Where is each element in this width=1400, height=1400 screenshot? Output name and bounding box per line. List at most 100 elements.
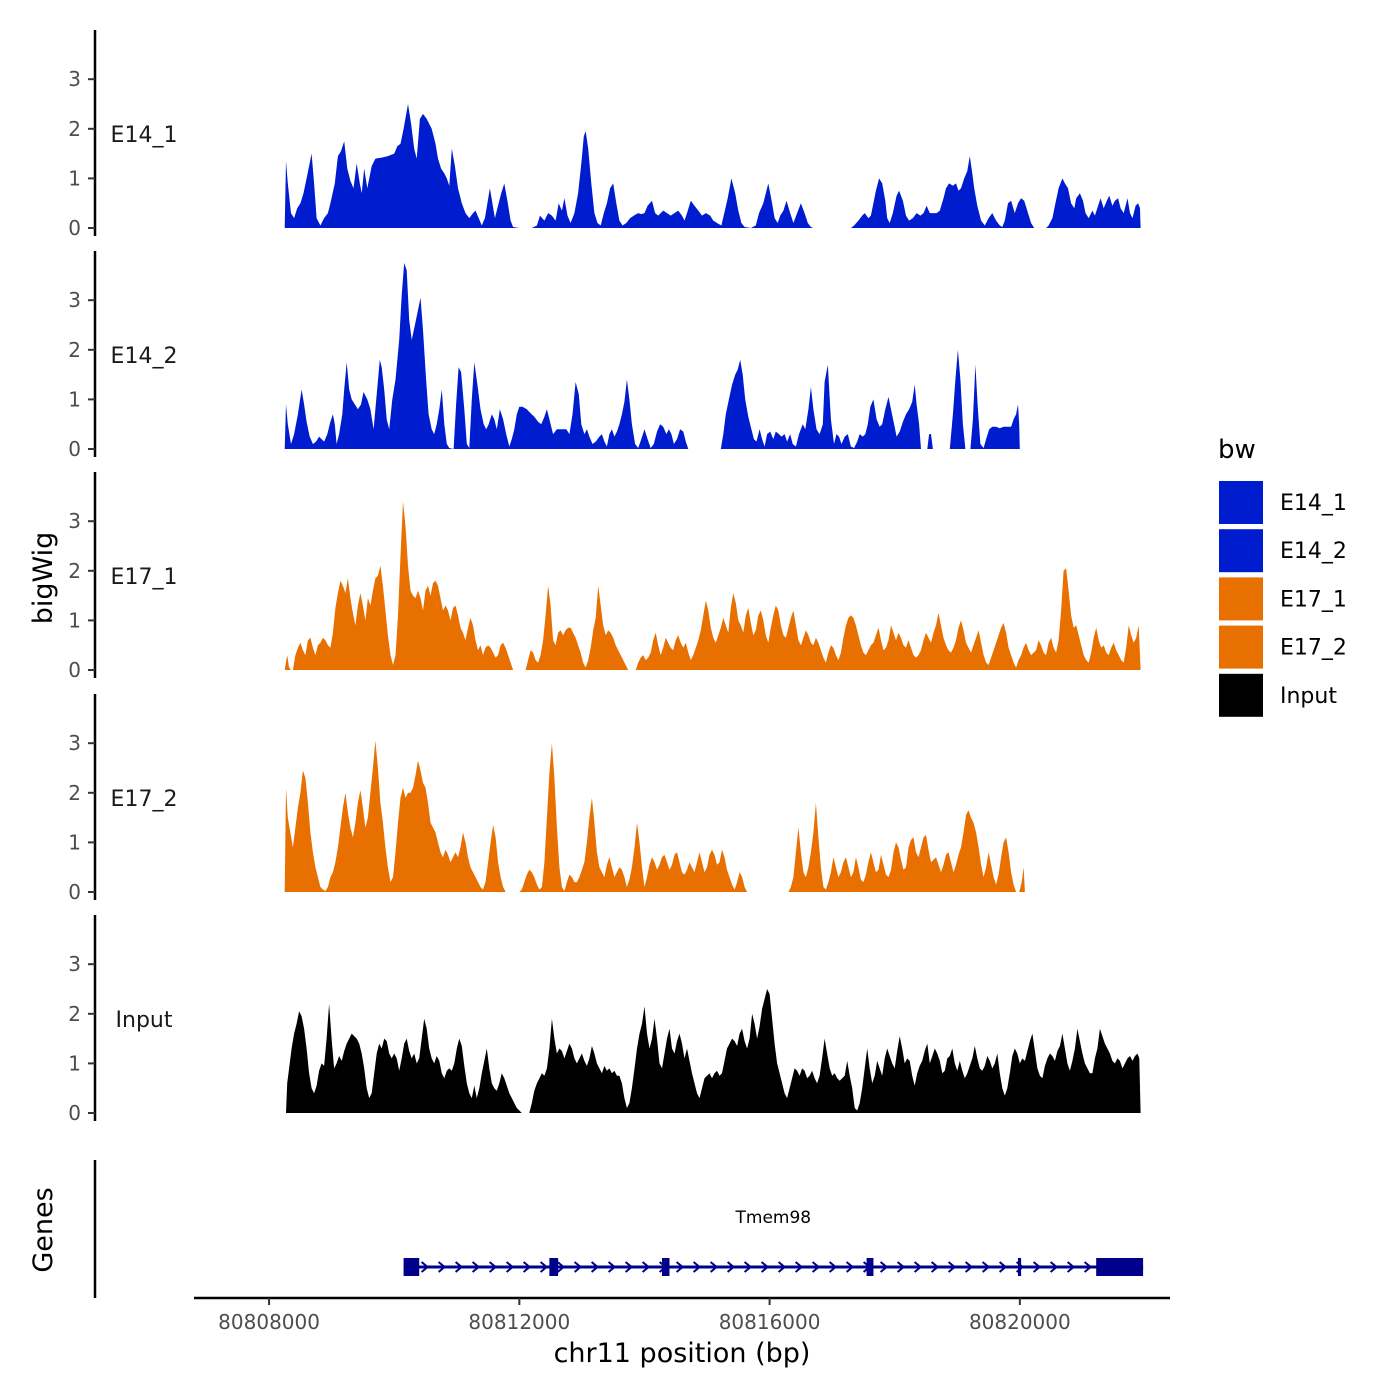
signal-area-Input (286, 989, 1141, 1113)
strand-arrow (1083, 1261, 1093, 1273)
gene-exon (549, 1258, 559, 1276)
legend: bw E14_1 E14_2 E17_1 E17_2 Input (1218, 435, 1347, 717)
signal-area-E17_2 (284, 740, 1025, 892)
y-axis-title: bigWig (28, 532, 59, 625)
legend-label: Input (1280, 684, 1337, 709)
strand-arrow (1032, 1261, 1042, 1273)
strand-arrow (692, 1261, 702, 1273)
strand-arrow (539, 1261, 549, 1273)
track-label-E17_1: E17_1 (111, 565, 178, 590)
track-label-E14_2: E14_2 (111, 344, 178, 369)
strand-arrow (709, 1261, 719, 1273)
strand-arrow (964, 1261, 974, 1273)
x-tick-label: 80808000 (218, 1310, 320, 1334)
strand-arrow (454, 1261, 464, 1273)
strand-arrow (420, 1261, 430, 1273)
strand-arrow (556, 1261, 566, 1273)
x-tick-label: 80816000 (719, 1310, 821, 1334)
gene-exon (1017, 1258, 1022, 1276)
strand-arrow (947, 1261, 957, 1273)
y-tick-label: 0 (68, 216, 81, 240)
gene-track: Tmem98 (93, 1160, 1144, 1298)
bigwig-tracks: 0 1 2 3 E14_1 0 1 2 3 E14_2 0 1 2 3 E17_1 0 1 2 3 E17_2 0 1 2 3… (68, 30, 1141, 1125)
y-tick-label: 3 (68, 952, 81, 976)
legend-item-E14_2: E14_2 (1219, 529, 1347, 573)
track-E17_2: 0 1 2 3 E17_2 (68, 694, 1025, 904)
y-tick-label: 1 (68, 830, 81, 854)
track-Input: 0 1 2 3 Input (68, 915, 1141, 1125)
strand-arrow (437, 1261, 447, 1273)
y-tick-label: 0 (68, 880, 81, 904)
legend-swatch (1219, 529, 1263, 573)
y-tick-label: 1 (68, 387, 81, 411)
legend-swatch (1219, 625, 1263, 669)
y-tick-label: 3 (68, 509, 81, 533)
y-tick-label: 0 (68, 437, 81, 461)
strand-arrow (896, 1261, 906, 1273)
legend-label: E17_2 (1280, 636, 1347, 661)
legend-item-Input: Input (1219, 673, 1337, 717)
strand-arrow (590, 1261, 600, 1273)
y-tick-label: 1 (68, 166, 81, 190)
gene-name-label: Tmem98 (735, 1208, 812, 1228)
track-label-Input: Input (116, 1008, 173, 1033)
strand-arrow (743, 1261, 753, 1273)
gene-exon (1096, 1258, 1144, 1276)
strand-arrow (624, 1261, 634, 1273)
y-tick-label: 3 (68, 288, 81, 312)
y-tick-label: 2 (68, 781, 81, 805)
y-tick-label: 3 (68, 67, 81, 91)
strand-arrow (794, 1261, 804, 1273)
legend-item-E14_1: E14_1 (1219, 481, 1347, 524)
y-tick-label: 0 (68, 1101, 81, 1125)
strand-arrow (811, 1261, 821, 1273)
strand-arrow (913, 1261, 923, 1273)
genes-axis-title: Genes (28, 1187, 59, 1272)
x-axis: 80808000 80812000 80816000 80820000 (194, 1296, 1170, 1334)
legend-title: bw (1218, 435, 1256, 465)
track-label-E17_2: E17_2 (111, 787, 178, 812)
x-tick-label: 80812000 (468, 1310, 570, 1334)
strand-arrow (505, 1261, 515, 1273)
strand-arrow (726, 1261, 736, 1273)
track-E14_1: 0 1 2 3 E14_1 (68, 30, 1141, 240)
legend-label: E14_1 (1280, 491, 1347, 516)
gene-Tmem98: Tmem98 (403, 1208, 1144, 1276)
track-label-E14_1: E14_1 (111, 123, 178, 148)
legend-swatch (1219, 577, 1263, 621)
strand-arrow (641, 1261, 651, 1273)
strand-arrow (522, 1261, 532, 1273)
strand-arrow (998, 1261, 1008, 1273)
strand-arrow (573, 1261, 583, 1273)
legend-item-E17_1: E17_1 (1219, 577, 1347, 621)
strand-arrow (1049, 1261, 1059, 1273)
strand-arrow (760, 1261, 770, 1273)
gene-exon (403, 1258, 420, 1276)
y-tick-label: 1 (68, 608, 81, 632)
y-tick-label: 1 (68, 1051, 81, 1075)
legend-label: E14_2 (1280, 539, 1347, 564)
legend-item-E17_2: E17_2 (1219, 625, 1347, 669)
strand-arrow (675, 1261, 685, 1273)
strand-arrow (930, 1261, 940, 1273)
signal-area-E14_2 (284, 263, 1020, 449)
strand-arrow (1066, 1261, 1076, 1273)
signal-area-E14_1 (284, 104, 1141, 228)
x-tick-label: 80820000 (969, 1310, 1071, 1334)
strand-arrow (471, 1261, 481, 1273)
y-tick-label: 2 (68, 117, 81, 141)
legend-label: E17_1 (1280, 587, 1347, 612)
y-tick-label: 0 (68, 658, 81, 682)
strand-arrow (777, 1261, 787, 1273)
gene-exon (866, 1258, 874, 1276)
y-tick-label: 3 (68, 731, 81, 755)
strand-arrow (845, 1261, 855, 1273)
legend-swatch (1219, 481, 1263, 524)
gene-exon (661, 1258, 670, 1276)
strand-arrow (828, 1261, 838, 1273)
x-axis-title: chr11 position (bp) (554, 1338, 811, 1369)
strand-arrow (879, 1261, 889, 1273)
track-E14_2: 0 1 2 3 E14_2 (68, 251, 1020, 461)
track-E17_1: 0 1 2 3 E17_1 (68, 472, 1141, 682)
